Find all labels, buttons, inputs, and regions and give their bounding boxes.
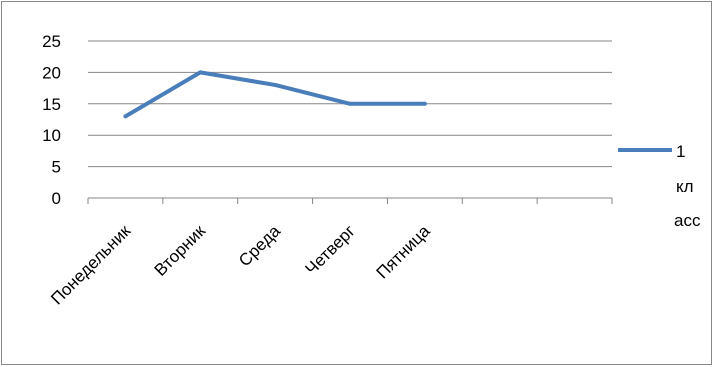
x-tick-label: Пятница xyxy=(373,221,434,282)
series-layer xyxy=(123,70,427,119)
legend-label: 1 xyxy=(676,142,685,161)
x-tick-label: Вторник xyxy=(151,221,210,280)
data-point xyxy=(422,101,427,106)
x-tick-label: Среда xyxy=(235,221,284,270)
axes xyxy=(87,197,613,204)
legend-label: кл xyxy=(676,177,694,196)
y-tick-label: 25 xyxy=(42,32,61,51)
y-axis-tick-labels: 0 5 10 15 20 25 xyxy=(42,32,61,208)
y-tick-label: 20 xyxy=(42,63,61,82)
x-axis-tick-labels: Понедельник Вторник Среда Четверг Пятница xyxy=(47,221,434,308)
gridlines xyxy=(88,40,612,168)
data-point xyxy=(123,114,128,119)
data-point xyxy=(348,101,352,106)
x-tick-label: Четверг xyxy=(302,221,359,278)
data-point xyxy=(198,70,203,75)
data-point xyxy=(273,82,278,87)
y-tick-label: 0 xyxy=(52,189,61,208)
series-line xyxy=(124,70,425,119)
y-tick-label: 5 xyxy=(52,158,61,177)
y-tick-label: 15 xyxy=(42,95,61,114)
legend: 1 кл асс xyxy=(618,142,701,230)
legend-label: асс xyxy=(674,211,701,230)
y-tick-label: 10 xyxy=(42,126,61,145)
x-tick-label: Понедельник xyxy=(47,221,134,308)
